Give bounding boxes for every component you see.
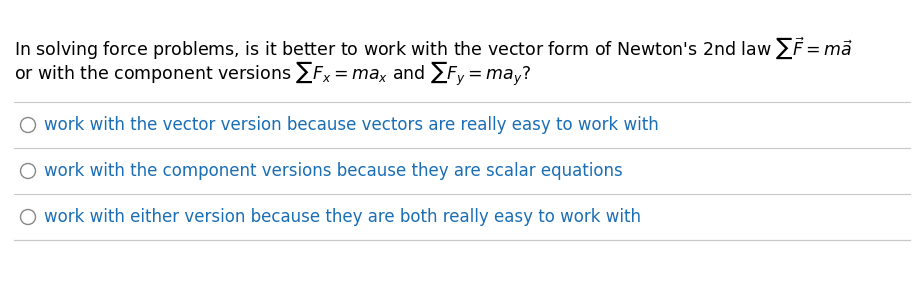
Text: work with the component versions because they are scalar equations: work with the component versions because… bbox=[44, 162, 623, 180]
Text: In solving force problems, is it better to work with the vector form of Newton's: In solving force problems, is it better … bbox=[14, 35, 853, 61]
Text: work with the vector version because vectors are really easy to work with: work with the vector version because vec… bbox=[44, 116, 659, 134]
Text: or with the component versions $\sum F_x = ma_x$ and $\sum F_y = ma_y$?: or with the component versions $\sum F_x… bbox=[14, 60, 531, 88]
Text: work with either version because they are both really easy to work with: work with either version because they ar… bbox=[44, 208, 641, 226]
